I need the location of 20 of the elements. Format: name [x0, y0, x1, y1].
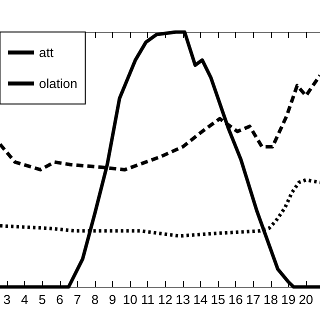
x-tick-label: 17: [246, 292, 260, 307]
x-tick-label: 19: [281, 292, 296, 307]
x-tick-label: 7: [74, 292, 81, 307]
x-tick-label: 9: [108, 292, 116, 307]
x-tick-label: 8: [91, 292, 99, 307]
x-tick-label: 3: [3, 292, 11, 307]
legend-label: olation: [39, 76, 78, 91]
x-tick-label: 5: [38, 292, 46, 307]
x-tick-label: 11: [140, 292, 154, 307]
x-tick-label: 12: [158, 292, 173, 307]
x-tick-label: 6: [56, 292, 64, 307]
x-tick-label: 4: [21, 292, 28, 307]
x-tick-label: 20: [298, 292, 314, 307]
x-tick-label: 18: [264, 292, 278, 307]
x-tick-label: 15: [210, 292, 226, 307]
x-tick-label: 16: [228, 292, 243, 307]
x-tick-label: 13: [176, 292, 190, 307]
x-tick-label: 14: [193, 292, 208, 307]
x-tick-label: 10: [122, 292, 138, 307]
legend-label: att: [39, 45, 54, 60]
